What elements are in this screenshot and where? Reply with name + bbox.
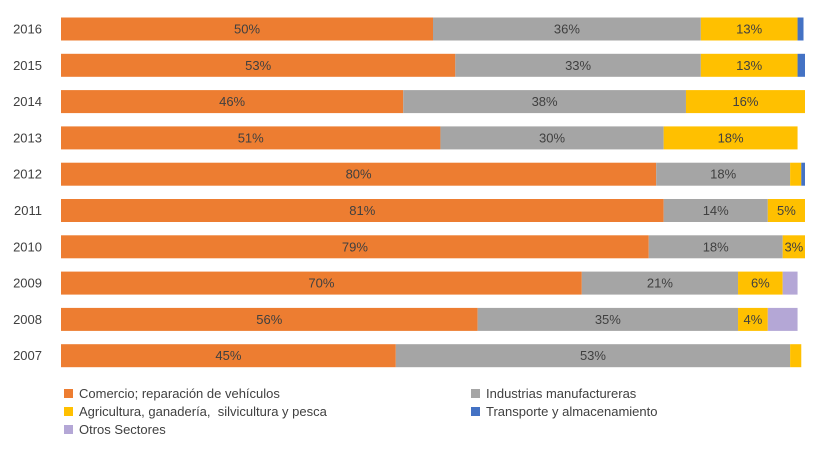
legend-swatch-2 — [64, 407, 73, 416]
data-label-2011-series-2: 5% — [777, 203, 796, 218]
bar-2015-series-1 — [455, 53, 701, 77]
data-label-2010-series-1: 18% — [703, 239, 729, 254]
data-label-2012-series-1: 18% — [710, 167, 736, 182]
bar-2012-series-1 — [656, 162, 791, 186]
bar-2009-series-1 — [581, 271, 739, 295]
data-label-2009-series-1: 21% — [647, 276, 673, 291]
bars-group — [61, 17, 805, 368]
data-label-2013-series-1: 30% — [539, 130, 565, 145]
bar-2010-series-1 — [648, 235, 783, 259]
data-label-2015-series-2: 13% — [736, 58, 762, 73]
legend-label-1: Industrias manufactureras — [486, 386, 637, 401]
data-label-2007-series-1: 53% — [580, 348, 606, 363]
bar-2016-series-0 — [61, 17, 433, 41]
data-label-2008-series-1: 35% — [595, 312, 621, 327]
data-label-2012-series-0: 80% — [346, 167, 372, 182]
legend: Comercio; reparación de vehículos Industr… — [64, 386, 658, 437]
bar-2010-series-0 — [61, 235, 649, 259]
data-label-2014-series-0: 46% — [219, 94, 245, 109]
bar-2015-series-3 — [797, 53, 805, 77]
data-label-2007-series-0: 45% — [215, 348, 241, 363]
bar-2009-series-2 — [738, 271, 783, 295]
year-label-2013: 2013 — [13, 130, 42, 145]
data-label-2015-series-1: 33% — [565, 58, 591, 73]
bar-2016-series-3 — [797, 17, 804, 41]
data-label-2016-series-2: 13% — [736, 22, 762, 37]
bar-2016-series-2 — [700, 17, 798, 41]
bar-2014-series-0 — [61, 90, 404, 114]
year-label-2008: 2008 — [13, 312, 42, 327]
legend-swatch-4 — [64, 425, 73, 434]
bar-2015-series-2 — [700, 53, 798, 77]
data-label-2015-series-0: 53% — [245, 58, 271, 73]
bar-2011-series-1 — [663, 199, 768, 222]
year-label-2012: 2012 — [13, 167, 42, 182]
data-label-2011-series-0: 81% — [349, 203, 375, 218]
bar-2008-series-2 — [738, 307, 768, 331]
data-label-2014-series-2: 16% — [732, 94, 758, 109]
data-label-2010-series-2: 3% — [784, 239, 803, 254]
legend-label-0: Comercio; reparación de vehículos — [79, 386, 280, 401]
bar-2008-series-4 — [767, 307, 798, 331]
year-label-2011: 2011 — [14, 203, 42, 218]
legend-item-1: Industrias manufactureras — [471, 386, 637, 401]
bar-2012-series-3 — [801, 162, 805, 186]
legend-label-2: Agricultura, ganadería, silvicultura y p… — [79, 404, 328, 419]
legend-swatch-1 — [471, 389, 480, 398]
data-label-2010-series-0: 79% — [342, 239, 368, 254]
data-label-2013-series-0: 51% — [238, 130, 264, 145]
data-label-2008-series-0: 56% — [256, 312, 282, 327]
data-label-2013-series-2: 18% — [718, 130, 744, 145]
legend-item-3: Transporte y almacenamiento — [471, 404, 658, 419]
bar-2008-series-1 — [477, 307, 739, 331]
legend-swatch-3 — [471, 407, 480, 416]
bar-2013-series-2 — [663, 126, 798, 150]
bar-2012-series-2 — [790, 162, 802, 186]
year-label-2015: 2015 — [13, 58, 42, 73]
bar-2014-series-1 — [403, 90, 686, 114]
bar-2014-series-2 — [685, 90, 805, 114]
data-label-2009-series-0: 70% — [308, 276, 334, 291]
bar-2011-series-2 — [767, 199, 805, 222]
year-label-2007: 2007 — [13, 348, 42, 363]
bar-2009-series-0 — [61, 271, 582, 295]
labels-group: 50% 36% 13% 53% 33% 13% 46% 38% 16% 51% 30% 18% 80% 1… — [215, 22, 803, 364]
bar-2013-series-0 — [61, 126, 441, 150]
bar-2007-series-1 — [395, 344, 791, 368]
year-label-2009: 2009 — [13, 276, 42, 291]
year-label-2014: 2014 — [13, 94, 42, 109]
legend-item-0: Comercio; reparación de vehículos — [64, 386, 280, 401]
bar-2013-series-1 — [440, 126, 664, 150]
bar-2011-series-0 — [61, 199, 664, 222]
bar-2007-series-2 — [790, 344, 802, 368]
legend-swatch-0 — [64, 389, 73, 398]
year-label-2016: 2016 — [13, 22, 42, 37]
legend-label-3: Transporte y almacenamiento — [486, 404, 658, 419]
bar-2008-series-0 — [61, 307, 478, 331]
bar-2012-series-0 — [61, 162, 657, 186]
bar-2016-series-1 — [433, 17, 701, 41]
data-label-2011-series-1: 14% — [703, 203, 729, 218]
bar-2015-series-0 — [61, 53, 456, 77]
data-label-2009-series-2: 6% — [751, 276, 770, 291]
legend-item-4: Otros Sectores — [64, 422, 166, 437]
data-label-2016-series-0: 50% — [234, 22, 260, 37]
legend-item-2: Agricultura, ganadería, silvicultura y p… — [64, 404, 328, 419]
bar-2010-series-2 — [782, 235, 805, 259]
year-axis: 2016 2015 2014 2013 2012 2011 2010 2009 2008 2007 — [13, 22, 42, 364]
bar-2007-series-0 — [61, 344, 396, 368]
data-label-2008-series-2: 4% — [744, 312, 763, 327]
legend-label-4: Otros Sectores — [79, 422, 166, 437]
data-label-2016-series-1: 36% — [554, 22, 580, 37]
bar-2009-series-4 — [782, 271, 798, 295]
data-label-2014-series-1: 38% — [532, 94, 558, 109]
year-label-2010: 2010 — [13, 239, 42, 254]
